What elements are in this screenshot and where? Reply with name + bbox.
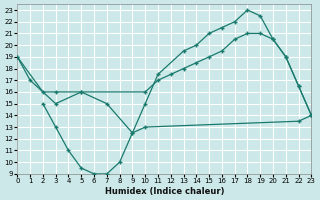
X-axis label: Humidex (Indice chaleur): Humidex (Indice chaleur): [105, 187, 224, 196]
